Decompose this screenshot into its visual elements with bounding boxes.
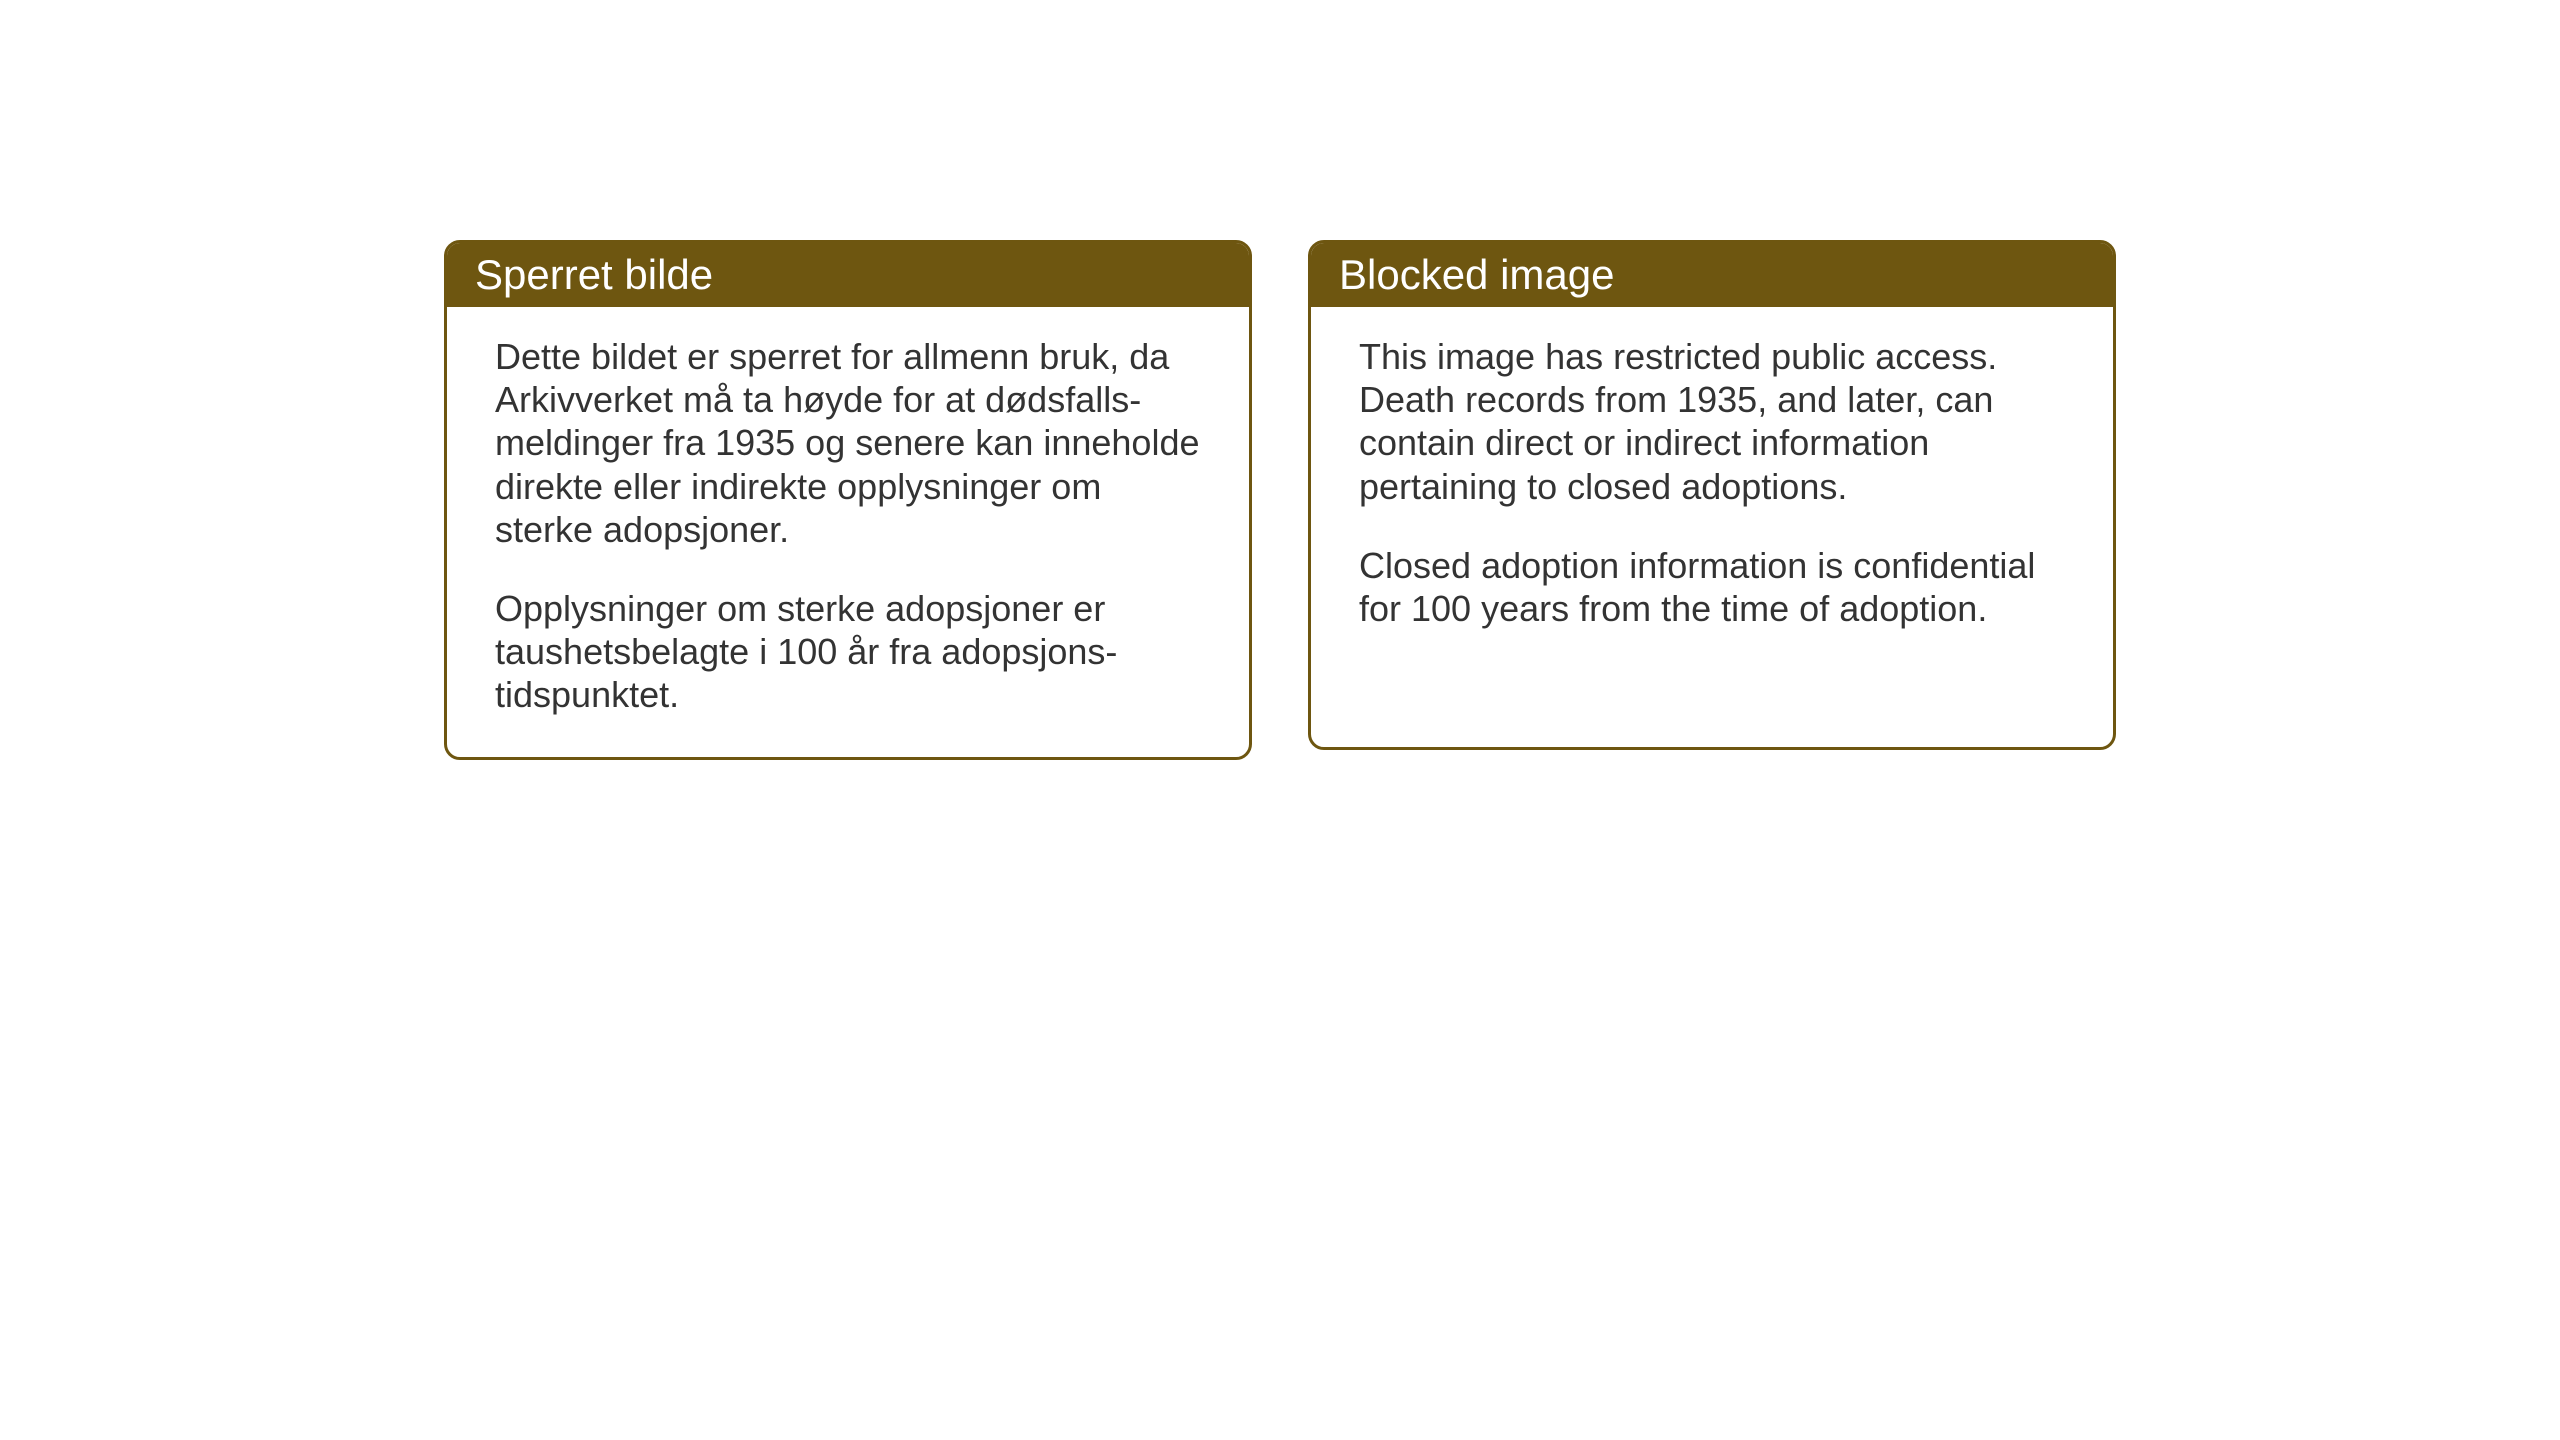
card-header-english: Blocked image <box>1311 243 2113 307</box>
notice-card-english: Blocked image This image has restricted … <box>1308 240 2116 750</box>
notice-card-norwegian: Sperret bilde Dette bildet er sperret fo… <box>444 240 1252 760</box>
card-body-norwegian: Dette bildet er sperret for allmenn bruk… <box>447 307 1249 757</box>
card-body-english: This image has restricted public access.… <box>1311 307 2113 670</box>
card-header-norwegian: Sperret bilde <box>447 243 1249 307</box>
card-paragraph-2: Closed adoption information is confident… <box>1359 544 2065 630</box>
card-title: Sperret bilde <box>475 251 713 298</box>
notice-container: Sperret bilde Dette bildet er sperret fo… <box>444 240 2116 760</box>
card-paragraph-1: This image has restricted public access.… <box>1359 335 2065 508</box>
card-paragraph-1: Dette bildet er sperret for allmenn bruk… <box>495 335 1201 551</box>
card-paragraph-2: Opplysninger om sterke adopsjoner er tau… <box>495 587 1201 717</box>
card-title: Blocked image <box>1339 251 1614 298</box>
